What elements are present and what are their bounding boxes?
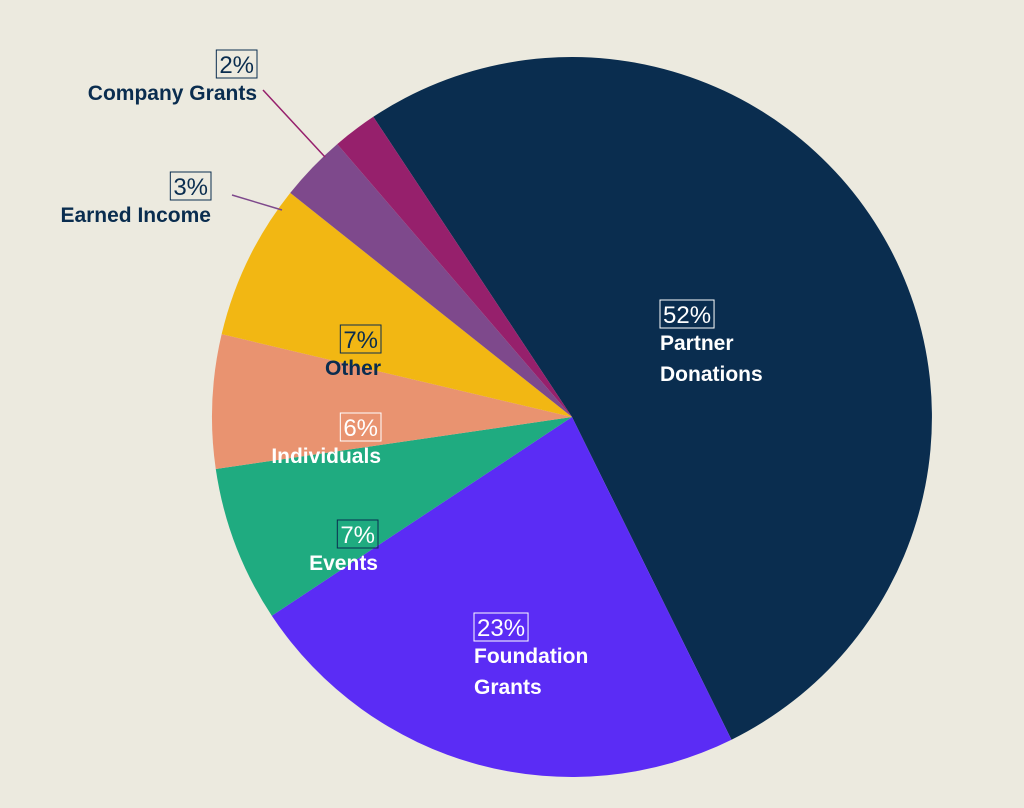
slice-label-individuals: 6% Individuals	[271, 412, 382, 468]
percent-box-individuals	[339, 412, 382, 442]
pie-slice-individuals	[212, 334, 573, 469]
category-label-foundation-grants-line-2: Grants	[474, 676, 542, 699]
percent-box-events	[336, 519, 379, 549]
leader-lines	[231, 89, 326, 211]
pie-slice-other	[221, 192, 572, 417]
percent-label-individuals: 6%	[343, 415, 378, 442]
percent-box-foundation-grants	[473, 612, 529, 642]
slice-label-company-grants: 2% Company Grants	[88, 49, 258, 105]
pie-slice-partner-donations	[373, 57, 932, 740]
leader-line-company-grants	[262, 89, 326, 158]
percent-box-other	[339, 324, 382, 354]
slice-label-foundation-grants: 23% Foundation Grants	[473, 612, 588, 699]
percent-label-events: 7%	[340, 522, 375, 549]
percent-label-foundation-grants: 23%	[477, 615, 525, 642]
percent-label-earned-income: 3%	[173, 174, 208, 201]
category-label-events: Events	[309, 552, 378, 575]
percent-label-partner-donations: 52%	[663, 302, 711, 329]
category-label-other: Other	[325, 357, 381, 380]
pie-slices	[212, 57, 932, 778]
category-label-individuals: Individuals	[271, 445, 381, 468]
percent-label-other: 7%	[343, 327, 378, 354]
category-label-partner-donations-line-1: Partner	[660, 332, 734, 355]
slice-labels: 52% Partner Donations 23% Foundation Grants 7%…	[60, 49, 763, 699]
slice-label-partner-donations: 52% Partner Donations	[659, 299, 763, 386]
percent-label-company-grants: 2%	[219, 52, 254, 79]
percent-box-earned-income	[169, 171, 212, 201]
category-label-foundation-grants-line-1: Foundation	[474, 645, 588, 668]
pie-slice-foundation-grants	[271, 417, 732, 778]
percent-box-partner-donations	[659, 299, 715, 329]
leader-line-earned-income	[231, 194, 283, 211]
pie-slice-events	[215, 417, 572, 616]
percent-box-company-grants	[215, 49, 258, 79]
slice-label-events: 7% Events	[309, 519, 379, 575]
pie-slice-company-grants	[337, 116, 572, 418]
pie-slice-earned-income	[290, 144, 572, 417]
slice-label-other: 7% Other	[325, 324, 382, 380]
slice-label-earned-income: 3% Earned Income	[60, 171, 212, 227]
category-label-partner-donations-line-2: Donations	[660, 363, 763, 386]
category-label-earned-income: Earned Income	[60, 204, 211, 227]
category-label-company-grants: Company Grants	[88, 82, 257, 105]
